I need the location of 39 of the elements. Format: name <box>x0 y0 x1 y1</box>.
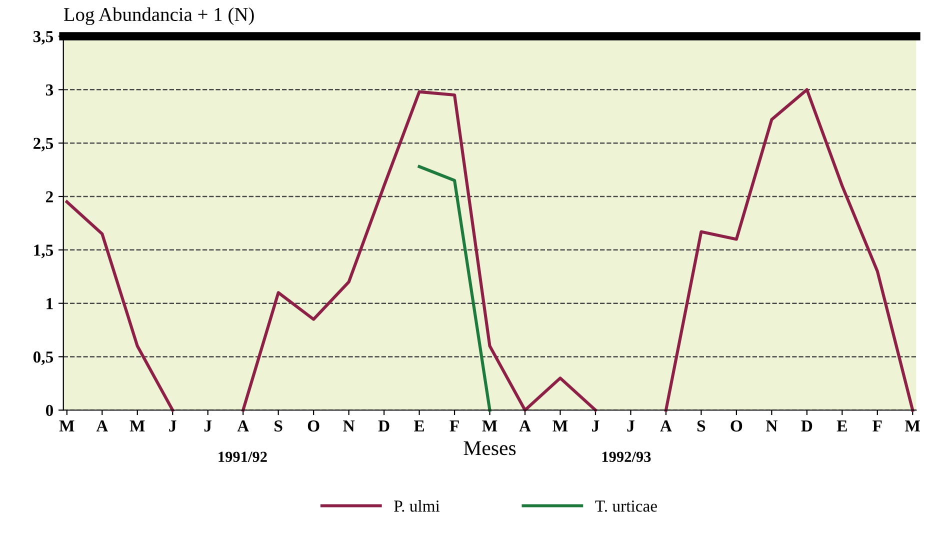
x-tick-label: M <box>552 420 568 432</box>
x-tick-label: M <box>482 420 498 432</box>
y-tick-label: 1 <box>46 298 53 310</box>
text: 1991/92 <box>218 452 267 462</box>
x-tick-label: F <box>872 420 882 432</box>
x-tick-label: A <box>237 420 249 432</box>
x-tick-label: S <box>697 420 706 432</box>
y-tick-label: 0 <box>46 404 54 416</box>
y-tick-label: 0,5 <box>33 351 54 366</box>
legend-label: P. ulmi <box>394 500 440 512</box>
x-tick-label: F <box>450 420 459 432</box>
y-tick-label: 1,5 <box>34 244 54 258</box>
x-tick-label: E <box>836 420 847 432</box>
x-tick-label: A <box>519 420 531 432</box>
x-tick-label: J <box>204 420 212 432</box>
x-tick-label: A <box>96 420 108 432</box>
x-tick-label: D <box>801 420 812 432</box>
x-tick-label: M <box>59 420 74 432</box>
x-tick-label: E <box>414 420 424 432</box>
x-tick-label: D <box>378 420 390 432</box>
y-tick-label: 2,5 <box>34 138 54 152</box>
x-axis-title: Meses <box>464 441 516 456</box>
y-tick-label: 2 <box>46 191 53 202</box>
x-tick-label: J <box>627 420 634 432</box>
x-tick-label: N <box>343 420 355 432</box>
y-tick-label: 3 <box>46 84 54 96</box>
x-tick-label: O <box>730 420 742 432</box>
x-tick-label: N <box>766 420 778 432</box>
x-tick-label: A <box>660 420 672 432</box>
text: 1992/93 <box>602 452 651 462</box>
x-tick-label: S <box>274 420 282 432</box>
y-tick-label: 3,5 <box>33 31 54 45</box>
x-tick-label: M <box>130 420 145 432</box>
legend-label: T. urticae <box>595 500 657 512</box>
y-axis-title: Log Abundancia + 1 (N) <box>64 7 254 26</box>
x-tick-label: J <box>169 420 176 432</box>
x-tick-label: J <box>592 420 600 432</box>
x-tick-label: O <box>308 420 320 432</box>
x-tick-label: M <box>905 420 920 432</box>
